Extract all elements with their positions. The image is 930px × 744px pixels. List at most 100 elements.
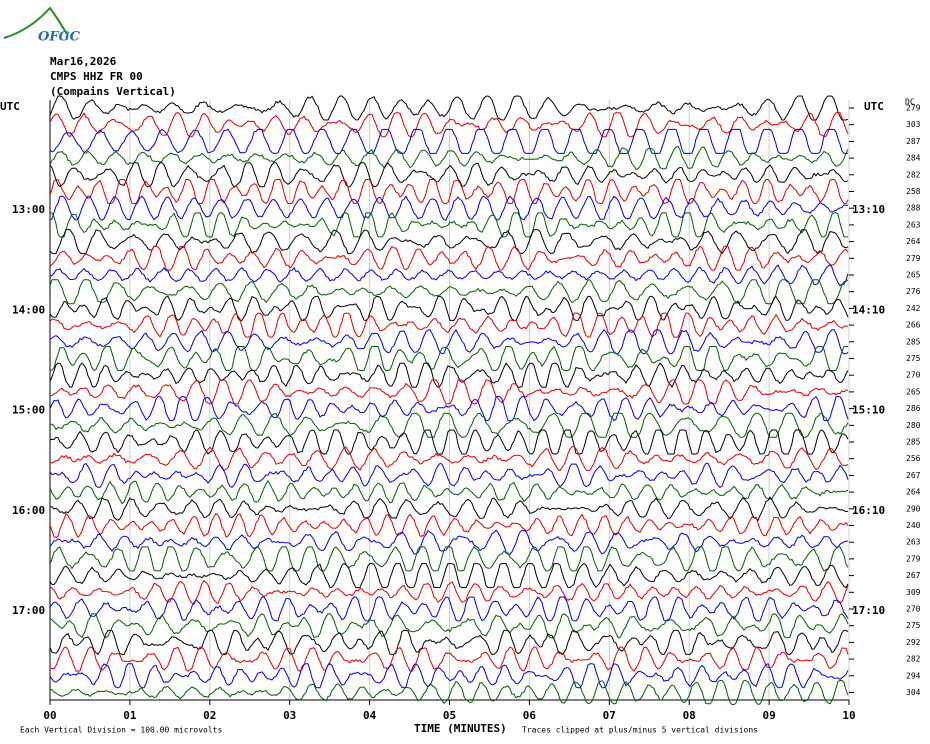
logo-mark — [3, 6, 69, 39]
trace — [49, 112, 849, 138]
dc-value: 264 — [906, 237, 921, 246]
trace — [49, 596, 849, 622]
x-tick-label: 10 — [842, 709, 855, 722]
clip-note: Traces clipped at plus/minus 5 vertical … — [522, 726, 758, 735]
dc-value: 240 — [906, 521, 921, 530]
trace — [49, 295, 849, 321]
trace — [49, 279, 849, 305]
trace — [49, 663, 849, 689]
trace — [49, 646, 849, 672]
trace — [49, 362, 849, 388]
dc-value: 267 — [906, 571, 921, 580]
dc-value: 286 — [906, 404, 921, 413]
logo: OFGC — [38, 30, 81, 45]
date: Mar16,2026 — [50, 55, 117, 68]
hour-label-left: 15:00 — [12, 404, 45, 417]
dc-value: 275 — [906, 621, 921, 630]
trace — [49, 562, 849, 589]
scale-note: Each Vertical Division = 100.00 microvol… — [20, 726, 222, 735]
dc-value: 292 — [906, 638, 921, 647]
trace — [49, 546, 849, 572]
hour-label-left: 16:00 — [12, 504, 45, 517]
trace — [49, 229, 849, 255]
dc-value: 263 — [906, 220, 921, 229]
hour-label-right: 15:10 — [852, 404, 885, 417]
trace — [49, 613, 849, 639]
dc-value: 263 — [906, 538, 921, 547]
dc-value: 285 — [906, 438, 921, 447]
dc-value: 276 — [906, 287, 921, 296]
dc-value: 267 — [906, 471, 921, 480]
dc-label: DC — [905, 98, 915, 107]
x-tick-label: 08 — [683, 709, 696, 722]
dc-value: 270 — [906, 605, 921, 614]
trace — [49, 629, 849, 656]
trace — [49, 328, 849, 355]
hour-label-right: 14:10 — [852, 303, 885, 316]
dc-value: 275 — [906, 354, 921, 363]
trace — [50, 212, 848, 238]
trace — [49, 680, 849, 705]
hour-label-right: 16:10 — [852, 504, 885, 517]
trace — [49, 379, 848, 405]
hour-label-left: 14:00 — [12, 303, 45, 316]
x-tick-label: 01 — [123, 709, 137, 722]
dc-value: 265 — [906, 271, 921, 280]
dc-value: 309 — [906, 588, 921, 597]
trace — [49, 162, 849, 188]
dc-value: 294 — [906, 671, 921, 680]
x-tick-label: 00 — [43, 709, 56, 722]
dc-value: 264 — [906, 488, 921, 497]
dc-value: 290 — [906, 504, 921, 513]
hour-label-left: 13:00 — [12, 203, 45, 216]
trace — [49, 529, 849, 555]
trace — [49, 579, 849, 605]
hour-label-left: 17:00 — [12, 604, 45, 617]
x-tick-label: 07 — [603, 709, 616, 722]
dc-value: 279 — [906, 254, 921, 263]
x-tick-label: 06 — [523, 709, 537, 722]
dc-value: 280 — [906, 421, 921, 430]
x-tick-label: 09 — [762, 709, 775, 722]
trace — [49, 245, 849, 271]
hour-label-right: 13:10 — [852, 203, 885, 216]
trace — [49, 395, 849, 422]
dc-value: 282 — [906, 655, 921, 664]
dc-value: 287 — [906, 137, 921, 146]
dc-value: 258 — [906, 187, 921, 196]
dc-value: 256 — [906, 454, 921, 463]
dc-value: 285 — [906, 337, 921, 346]
trace — [49, 312, 849, 338]
trace — [49, 263, 849, 287]
x-tick-label: 05 — [443, 709, 456, 722]
left-axis-label: UTC — [0, 100, 20, 113]
dc-value: 266 — [906, 321, 921, 330]
trace — [49, 512, 849, 539]
dc-value: 288 — [906, 204, 921, 213]
x-tick-label: 04 — [363, 709, 377, 722]
trace — [49, 462, 849, 489]
hour-label-right: 17:10 — [852, 604, 885, 617]
x-tick-label: 02 — [203, 709, 216, 722]
trace — [49, 479, 849, 505]
dc-value: 303 — [906, 120, 921, 129]
trace — [49, 195, 849, 221]
dc-value: 270 — [906, 371, 921, 380]
trace — [49, 446, 849, 472]
right-axis-label: UTC — [864, 100, 884, 113]
station: CMPS HHZ FR 00 — [50, 70, 143, 83]
trace — [49, 429, 849, 455]
x-tick-label: 03 — [283, 709, 296, 722]
trace — [49, 128, 848, 154]
trace — [49, 95, 849, 121]
component: (Compains Vertical) — [50, 85, 176, 98]
dc-value: 279 — [906, 104, 921, 113]
trace — [49, 145, 849, 171]
trace — [49, 496, 849, 522]
dc-value: 279 — [906, 554, 921, 563]
dc-value: 304 — [906, 688, 921, 697]
trace — [49, 412, 849, 438]
x-axis-label: TIME (MINUTES) — [414, 722, 507, 735]
trace — [49, 345, 848, 372]
